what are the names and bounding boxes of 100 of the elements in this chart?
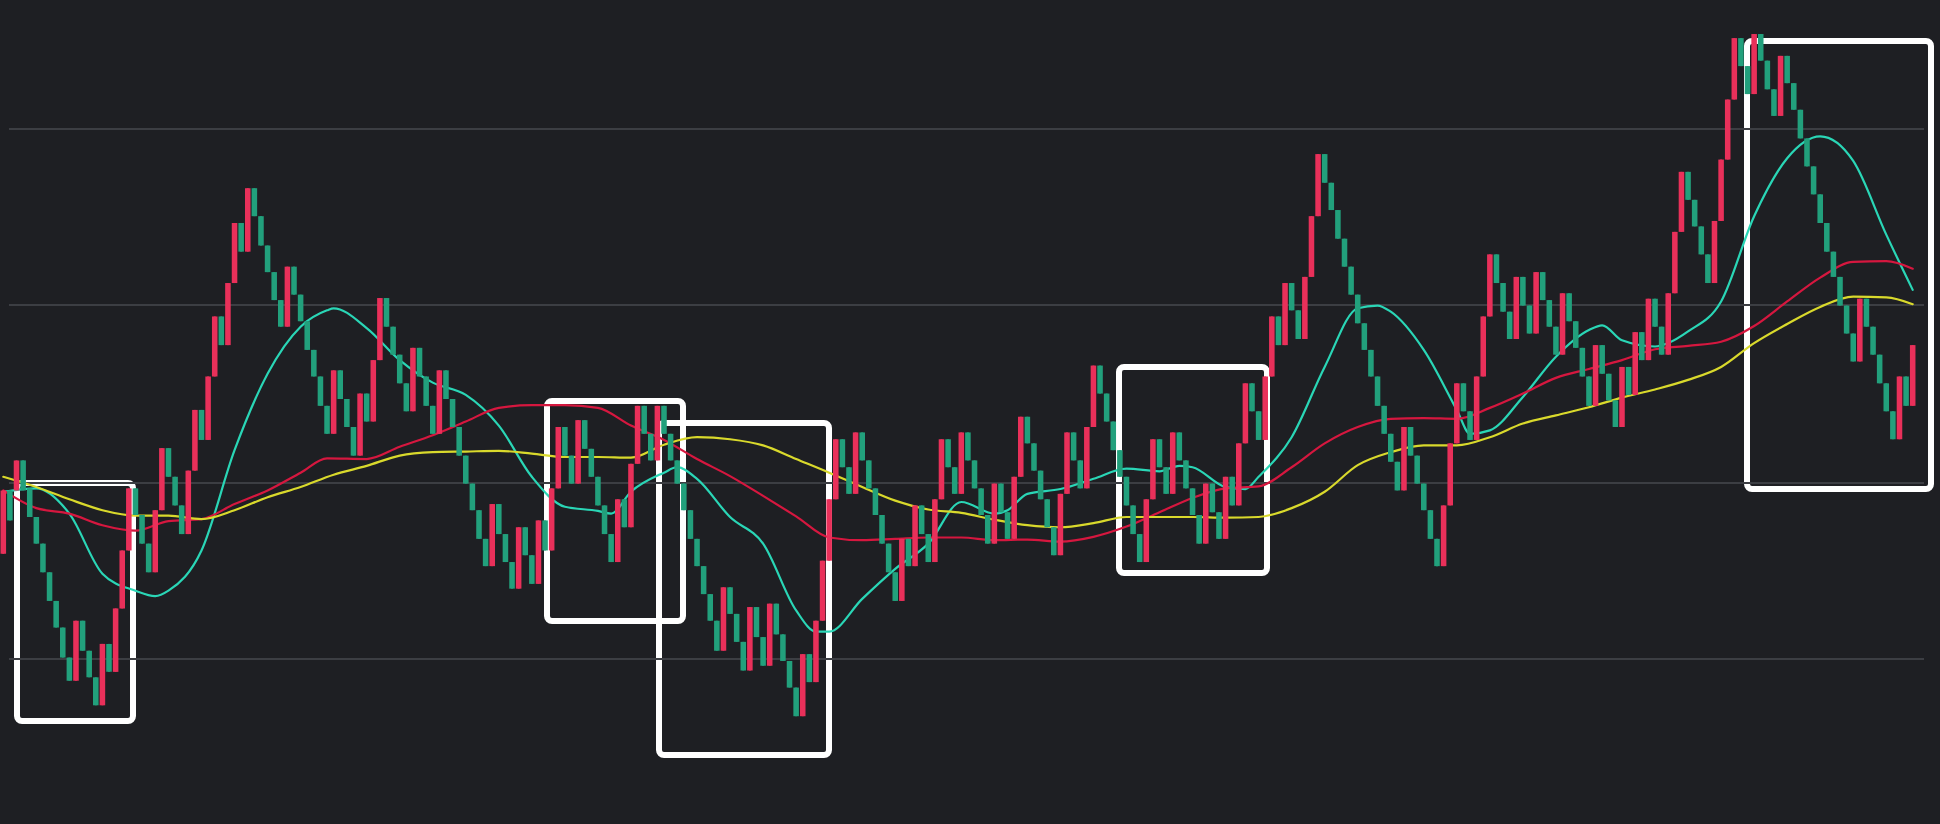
candlestick: [727, 586, 733, 615]
candlestick: [925, 533, 932, 564]
candlestick: [1460, 382, 1467, 413]
candlestick: [892, 571, 899, 602]
candlestick: [218, 315, 225, 347]
candlestick: [456, 425, 462, 457]
candlestick: [403, 382, 410, 413]
candlestick: [1321, 153, 1328, 184]
candlestick: [806, 653, 813, 684]
candlestick: [132, 487, 139, 516]
candlestick: [1189, 487, 1196, 516]
candlestick: [344, 399, 350, 427]
candlestick: [271, 271, 277, 302]
candlestick: [1348, 265, 1354, 296]
candlestick: [1870, 325, 1876, 356]
candlestick: [740, 640, 747, 672]
candlestick: [872, 487, 879, 516]
candlestick: [1625, 365, 1632, 396]
candlestick: [1757, 33, 1764, 62]
candlestick: [1903, 375, 1909, 407]
candlestick: [1586, 375, 1592, 407]
candlestick: [866, 459, 872, 490]
candlestick: [1824, 222, 1830, 253]
candlestick: [965, 431, 971, 462]
candlestick: [1156, 438, 1163, 469]
candlestick: [1374, 375, 1381, 407]
candlestick: [1599, 344, 1605, 375]
candlestick: [601, 504, 608, 536]
candlestick: [304, 320, 310, 351]
candlestick: [363, 392, 370, 423]
candlestick: [984, 513, 991, 545]
candlestick: [1183, 459, 1189, 490]
candlestick: [1275, 315, 1282, 347]
candlestick: [951, 466, 958, 495]
candlestick: [1381, 404, 1387, 435]
candlestick: [588, 447, 595, 478]
candlestick: [390, 325, 396, 356]
candlestick: [423, 375, 429, 407]
candlestick: [198, 408, 205, 441]
candlestick: [700, 565, 707, 596]
candlestick: [1705, 253, 1711, 285]
candlestick: [780, 633, 786, 662]
candlestick: [1883, 382, 1890, 413]
candlestick: [1639, 331, 1645, 362]
candlestick: [13, 459, 20, 492]
candlestick: [251, 187, 258, 218]
candlestick: [429, 404, 436, 435]
candlestick: [1493, 253, 1500, 285]
candlestick: [1044, 498, 1050, 529]
candlestick: [1341, 237, 1348, 268]
candlestick: [165, 447, 172, 478]
candlestick: [786, 659, 793, 689]
candlestick: [1255, 410, 1262, 441]
candlestick: [1414, 454, 1420, 485]
candlestick: [502, 533, 509, 564]
candlestick: [918, 504, 925, 536]
candlestick: [463, 454, 469, 485]
candlestick: [1427, 509, 1434, 540]
candlestick: [238, 222, 244, 253]
candlestick: [1520, 275, 1526, 307]
candlestick: [1546, 299, 1553, 328]
candlestick: [93, 676, 99, 707]
candlestick: [1863, 297, 1870, 328]
candlestick: [621, 498, 628, 529]
candlestick: [1136, 533, 1143, 564]
candlestick: [1117, 449, 1123, 478]
candlestick: [53, 599, 59, 629]
candlestick: [59, 626, 66, 659]
candlestick: [971, 459, 978, 490]
candlestick: [1771, 88, 1777, 117]
candlestick: [1744, 65, 1751, 96]
candlestick: [449, 399, 456, 427]
candlestick: [1500, 282, 1506, 313]
candlestick: [1685, 170, 1691, 201]
candlestick: [350, 425, 357, 457]
candlestick: [760, 636, 766, 667]
candlestick: [324, 404, 330, 435]
candlestick: [562, 425, 568, 457]
candlestick: [278, 299, 284, 328]
candlestick: [1077, 459, 1083, 490]
candlestick: [1130, 504, 1136, 536]
candlestick: [1361, 322, 1368, 351]
candlestick: [1163, 466, 1169, 495]
candlestick: [581, 419, 588, 450]
candlestick: [1612, 399, 1619, 428]
candlestick: [1526, 304, 1533, 335]
candlestick: [1051, 526, 1057, 557]
candlestick: [522, 526, 529, 557]
candlestick: [542, 519, 548, 552]
candlestick: [1097, 364, 1103, 395]
candlestick: [1890, 410, 1896, 441]
candlestick: [178, 504, 185, 536]
candlestick: [839, 438, 846, 469]
candlestick: [568, 454, 575, 485]
candlestick: [859, 431, 865, 462]
candlestick: [1335, 209, 1341, 240]
candlestick: [1407, 425, 1414, 457]
candlestick: [714, 619, 720, 652]
candlestick: [1791, 82, 1797, 111]
candlestick: [1566, 292, 1572, 323]
